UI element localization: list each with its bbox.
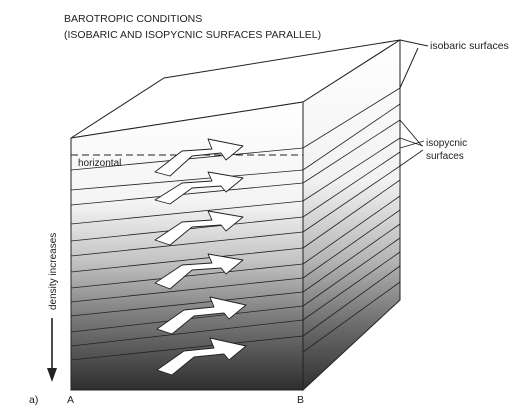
density-arrow-head [47, 368, 57, 382]
horizontal-label: horizontal [78, 158, 121, 169]
layer-arrow-1 [154, 138, 244, 177]
layer-arrow-2 [154, 171, 244, 205]
isopycnic-label-1: isopycnic [426, 138, 467, 149]
box-front-face [70, 101, 304, 391]
layer-arrow-3 [154, 210, 244, 246]
isopycnic-callout [399, 119, 425, 167]
isopycnic-label-2: surfaces [426, 151, 464, 162]
box-side-face [302, 39, 401, 392]
layer-arrow-5 [156, 296, 247, 335]
title-line-2: (ISOBARIC AND ISOPYCNIC SURFACES PARALLE… [64, 29, 321, 41]
layer-arrow-4 [154, 253, 244, 290]
title-line-1: BAROTROPIC CONDITIONS [64, 13, 202, 25]
isobaric-callout [399, 39, 429, 89]
side-layer-lines [302, 87, 401, 353]
layer-arrows [154, 138, 247, 376]
panel-label: a) [29, 394, 38, 406]
layer-arrow-6 [156, 337, 247, 376]
point-b-label: B [297, 394, 304, 406]
isobaric-label: isobaric surfaces [430, 40, 509, 52]
density-label: density increases [48, 233, 59, 310]
point-a-label: A [67, 394, 74, 406]
